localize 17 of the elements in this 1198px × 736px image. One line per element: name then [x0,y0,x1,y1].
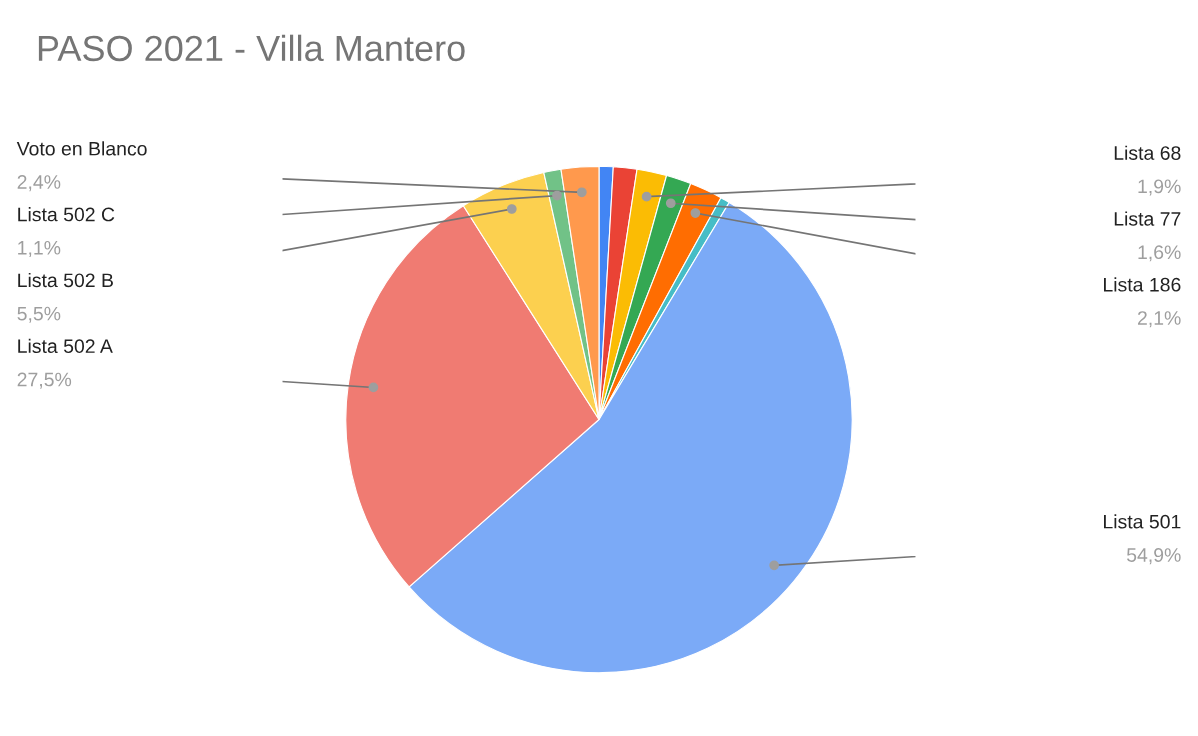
data-label: 2,1% [1137,311,1181,328]
slice-label: Lista 186 [1104,277,1181,292]
data-label: 1,9% [1138,179,1181,196]
data-label: 54,9% [1126,548,1181,565]
slice-label: Lista 502 A [18,338,113,354]
slice-label: Lista 502 C [18,207,115,222]
data-label: 2,4% [17,175,61,192]
slice-label: Voto en Blanco [16,141,147,156]
slice-label: Lista 68 [1114,145,1181,160]
data-label: 1,6% [1138,245,1181,262]
data-label: 5,5% [17,306,61,323]
data-label: 27,5% [17,372,72,389]
data-label: 1,1% [18,241,61,257]
slice-label: Lista 502 B [18,272,113,288]
slice-label: Lista 501 [1104,514,1181,529]
chart-title: PASO 2021 - Villa Mantero [38,34,465,62]
slice-label: Lista 77 [1114,211,1181,226]
